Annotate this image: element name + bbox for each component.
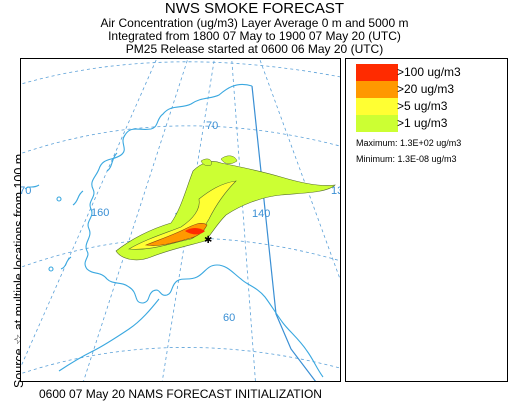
legend-swatch [356,98,398,115]
plume-5-ug [128,180,237,250]
alaska-peninsula-coast [58,298,160,372]
grid-label-140: 140 [252,208,270,220]
forecast-initialization: 0600 07 May 20 NAMS FORECAST INITIALIZAT… [39,387,322,401]
legend-swatch [356,115,398,132]
source-star-icon: ✱ [204,235,212,246]
alaska-canada-border [251,85,316,381]
meridian-140 [231,59,256,381]
map-panel: 170 160 150 140 130 70 60 ✱ [20,58,341,382]
legend-item-5: >5 ug/m3 [356,98,506,115]
legend-swatch [356,81,398,98]
smoke-map: 170 160 150 140 130 70 60 ✱ [21,59,341,381]
grid-label-160: 160 [91,207,109,219]
concentration-subtitle: Air Concentration (ug/m3) Layer Average … [100,16,409,30]
release-info: PM25 Release started at 0600 06 May 20 (… [125,42,384,56]
coastline [24,83,324,378]
legend-item-20: >20 ug/m3 [356,81,506,98]
grid-label-130: 130 [331,185,341,197]
lat-circle-70 [21,125,340,154]
island [56,196,62,202]
grid-label-60: 60 [223,312,235,324]
grid-label-70: 70 [206,120,218,132]
legend-minimum: Minimum: 1.3E-08 ug/m3 [356,154,457,164]
legend-label: >20 ug/m3 [397,82,455,96]
forecast-title: NWS SMOKE FORECAST [164,0,345,17]
plume-100-ug [185,228,205,235]
grid-label-170: 170 [21,185,31,197]
legend-item-100: >100 ug/m3 [356,64,506,81]
lat-circle-80 [21,61,340,85]
meridian-170 [21,59,158,368]
legend-item-1: >1 ug/m3 [356,115,506,132]
meridian-130 [259,59,340,281]
legend-label: >5 ug/m3 [397,99,448,113]
island [48,266,54,272]
graticule [21,59,340,381]
legend-swatch [356,64,398,81]
legend-maximum: Maximum: 1.3E+02 ug/m3 [356,138,462,148]
integration-period: Integrated from 1800 07 May to 1900 07 M… [108,29,401,43]
legend-label: >100 ug/m3 [397,65,461,79]
smoke-plume [115,155,336,261]
lat-circle-50 [21,347,340,375]
legend-label: >1 ug/m3 [397,116,448,130]
legend-panel: >100 ug/m3 >20 ug/m3 >5 ug/m3 >1 ug/m3 M… [345,58,508,382]
